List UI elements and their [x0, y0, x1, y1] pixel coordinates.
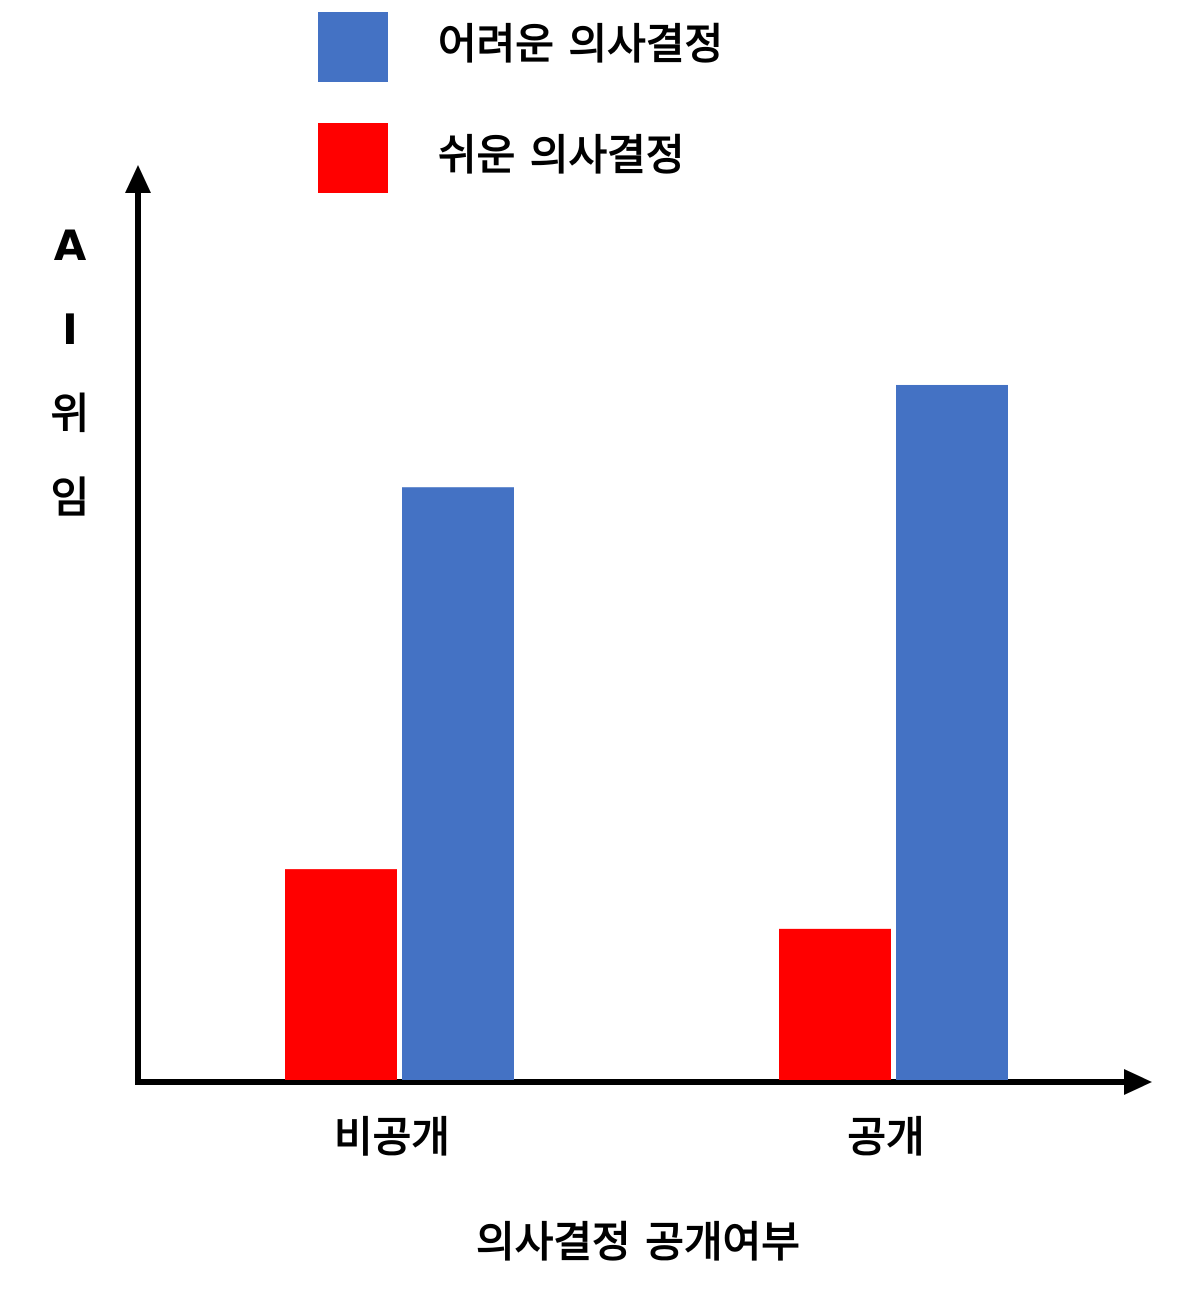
x-tick-label: 공개 [847, 1113, 924, 1162]
bar [402, 487, 514, 1081]
legend-swatch [318, 12, 388, 82]
bar [285, 869, 397, 1080]
x-tick-label: 비공개 [334, 1113, 450, 1162]
x-axis-arrow [1124, 1069, 1152, 1095]
bar [896, 384, 1008, 1081]
legend-swatch [318, 123, 388, 193]
x-axis-title: 의사결정 공개여부 [476, 1218, 800, 1267]
bar [779, 928, 891, 1080]
axes [125, 165, 1152, 1095]
legend-label: 쉬운 의사결정 [438, 131, 684, 180]
y-axis-arrow [125, 165, 151, 193]
legend-label: 어려운 의사결정 [438, 20, 723, 69]
